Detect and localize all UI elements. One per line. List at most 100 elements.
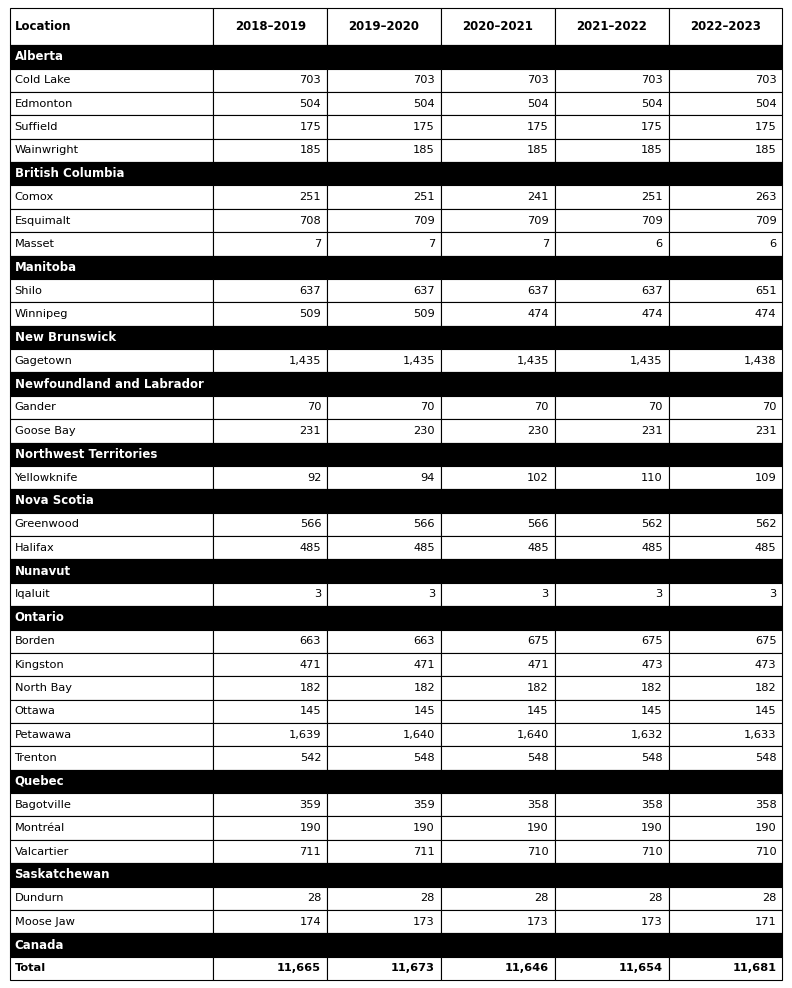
Text: Borden: Borden: [14, 636, 55, 646]
Bar: [668, 419, 782, 443]
Bar: [668, 816, 782, 840]
Bar: [555, 232, 668, 256]
Text: 70: 70: [307, 402, 322, 412]
Text: 11,654: 11,654: [619, 963, 663, 973]
Bar: [441, 208, 555, 232]
Text: 185: 185: [527, 145, 549, 155]
Text: Suffield: Suffield: [14, 123, 58, 132]
Text: 251: 251: [299, 192, 322, 203]
Text: 190: 190: [755, 823, 776, 833]
Text: 145: 145: [299, 706, 322, 716]
Text: 230: 230: [527, 426, 549, 436]
Text: 710: 710: [755, 847, 776, 857]
Bar: [327, 208, 441, 232]
Bar: [10, 607, 782, 629]
Text: 709: 709: [413, 215, 435, 225]
Bar: [555, 279, 668, 302]
Bar: [213, 816, 327, 840]
Text: 145: 145: [755, 706, 776, 716]
Text: 185: 185: [641, 145, 663, 155]
Bar: [327, 232, 441, 256]
Text: 171: 171: [755, 917, 776, 927]
Text: 182: 182: [413, 683, 435, 693]
Bar: [441, 793, 555, 816]
Bar: [10, 840, 213, 864]
Bar: [555, 92, 668, 116]
Text: Bagotville: Bagotville: [14, 800, 71, 810]
Bar: [668, 956, 782, 980]
Text: 485: 485: [641, 542, 663, 552]
Bar: [327, 68, 441, 92]
Bar: [213, 138, 327, 162]
Text: Petawawa: Petawawa: [14, 730, 71, 740]
Bar: [668, 536, 782, 559]
Bar: [441, 536, 555, 559]
Bar: [327, 302, 441, 326]
Bar: [10, 816, 213, 840]
Bar: [10, 536, 213, 559]
Bar: [213, 700, 327, 723]
Text: 710: 710: [641, 847, 663, 857]
Bar: [213, 746, 327, 770]
Bar: [327, 840, 441, 864]
Text: 11,673: 11,673: [391, 963, 435, 973]
Bar: [441, 466, 555, 489]
Text: New Brunswick: New Brunswick: [14, 331, 116, 344]
Text: 708: 708: [299, 215, 322, 225]
Text: Location: Location: [14, 20, 71, 33]
Text: 145: 145: [413, 706, 435, 716]
Bar: [10, 208, 213, 232]
Text: 175: 175: [755, 123, 776, 132]
Text: 7: 7: [542, 239, 549, 249]
Text: 566: 566: [527, 520, 549, 530]
Bar: [213, 886, 327, 910]
Bar: [10, 162, 782, 186]
Text: 11,681: 11,681: [733, 963, 776, 973]
Text: 637: 637: [641, 286, 663, 295]
Text: 471: 471: [413, 660, 435, 670]
Bar: [441, 419, 555, 443]
Text: 182: 182: [527, 683, 549, 693]
Bar: [327, 396, 441, 419]
Bar: [668, 746, 782, 770]
Text: Yellowknife: Yellowknife: [14, 472, 78, 482]
Bar: [327, 723, 441, 746]
Bar: [10, 186, 213, 208]
Bar: [555, 396, 668, 419]
Text: Winnipeg: Winnipeg: [14, 309, 68, 319]
Text: 1,640: 1,640: [402, 730, 435, 740]
Bar: [555, 886, 668, 910]
Text: 474: 474: [755, 309, 776, 319]
Text: 241: 241: [527, 192, 549, 203]
Bar: [441, 816, 555, 840]
Bar: [555, 583, 668, 607]
Bar: [327, 793, 441, 816]
Bar: [668, 8, 782, 45]
Text: 28: 28: [649, 893, 663, 903]
Bar: [441, 68, 555, 92]
Text: 359: 359: [299, 800, 322, 810]
Bar: [441, 723, 555, 746]
Text: 471: 471: [527, 660, 549, 670]
Bar: [10, 372, 782, 396]
Bar: [213, 583, 327, 607]
Bar: [213, 536, 327, 559]
Bar: [441, 396, 555, 419]
Text: Saskatchewan: Saskatchewan: [14, 868, 110, 881]
Bar: [213, 8, 327, 45]
Text: 231: 231: [755, 426, 776, 436]
Text: 7: 7: [314, 239, 322, 249]
Text: 474: 474: [527, 309, 549, 319]
Bar: [668, 186, 782, 208]
Bar: [441, 302, 555, 326]
Bar: [213, 653, 327, 676]
Bar: [327, 279, 441, 302]
Text: 182: 182: [299, 683, 322, 693]
Text: 174: 174: [299, 917, 322, 927]
Text: 190: 190: [299, 823, 322, 833]
Bar: [10, 466, 213, 489]
Bar: [668, 396, 782, 419]
Text: 145: 145: [527, 706, 549, 716]
Text: 542: 542: [299, 753, 322, 763]
Text: 1,632: 1,632: [630, 730, 663, 740]
